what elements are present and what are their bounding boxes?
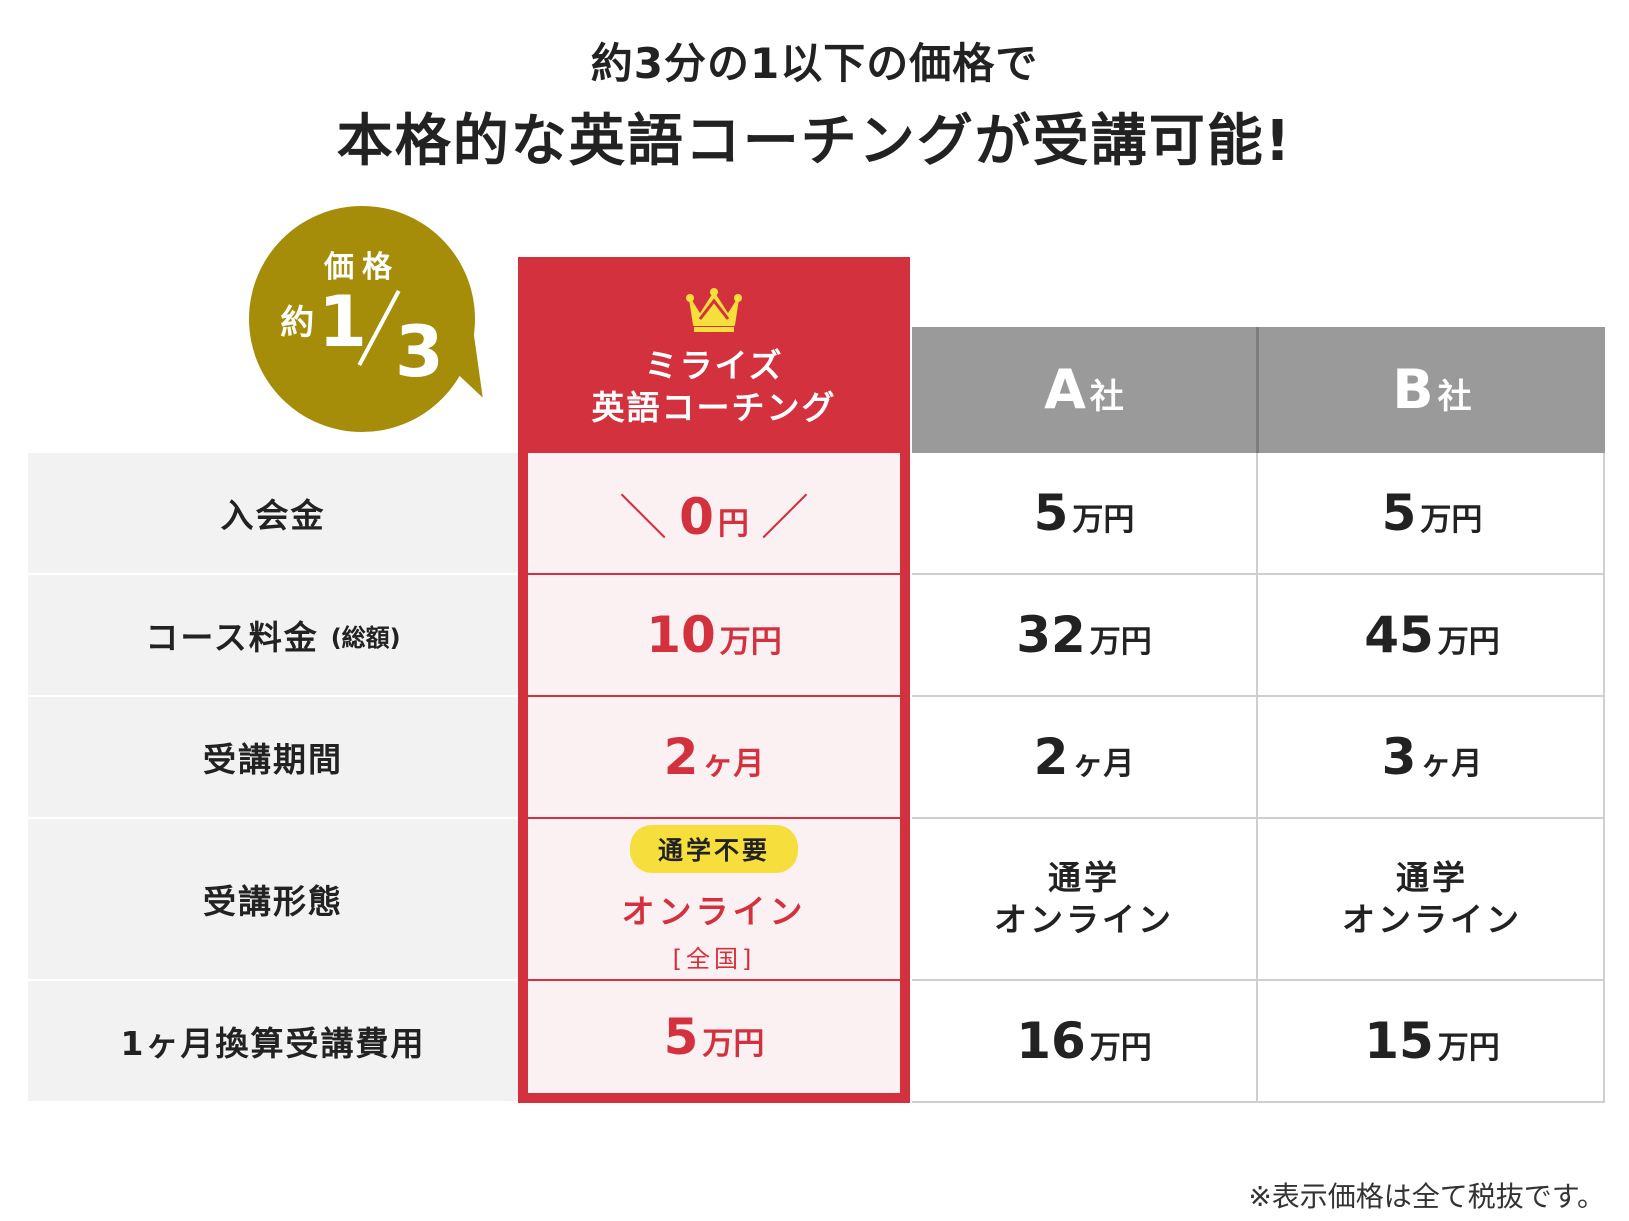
featured-row-divider bbox=[528, 695, 900, 697]
no-commute-pill: 通学不要 bbox=[629, 824, 798, 873]
format-line1: 通学 bbox=[1048, 858, 1120, 897]
row-label-text: コース料金 bbox=[145, 618, 319, 657]
company-a-enrollment-fee: 5 万円 bbox=[912, 453, 1256, 573]
value-unit: ヶ月 bbox=[702, 745, 765, 782]
header-divider bbox=[1256, 327, 1259, 453]
company-a-suffix: 社 bbox=[1089, 377, 1124, 417]
featured-row-divider bbox=[528, 817, 900, 819]
featured-monthly-cost: 5 万円 bbox=[528, 981, 900, 1093]
row-divider bbox=[912, 979, 1605, 981]
format-main: オンライン bbox=[621, 891, 807, 931]
headline-subtitle: 約3分の1以下の価格で bbox=[590, 39, 1039, 88]
row-label-monthly-cost: 1ヶ月換算受講費用 bbox=[28, 981, 518, 1101]
value-number: 5 bbox=[1381, 483, 1417, 542]
badge-ratio: 約1 3 bbox=[249, 286, 475, 393]
value-number: 10 bbox=[646, 605, 716, 664]
row-divider bbox=[912, 695, 1605, 697]
row-label-format: 受講形態 bbox=[28, 819, 518, 979]
featured-title: ミライズ 英語コーチング bbox=[518, 345, 910, 429]
featured-column: ミライズ 英語コーチング bbox=[518, 257, 910, 1103]
featured-row-divider bbox=[528, 979, 900, 981]
value-number: 15 bbox=[1364, 1011, 1434, 1070]
value-number: 16 bbox=[1016, 1011, 1086, 1070]
value-unit: 万円 bbox=[1437, 623, 1500, 660]
value-unit: 万円 bbox=[1089, 623, 1152, 660]
featured-enrollment-fee: ＼ 0 円 ／ bbox=[528, 453, 900, 573]
value-number: 32 bbox=[1016, 605, 1086, 664]
deco-slash-right: ／ bbox=[760, 490, 809, 546]
company-b-suffix: 社 bbox=[1437, 377, 1472, 417]
row-label-enrollment-fee: 入会金 bbox=[28, 453, 518, 573]
row-label-course-fee: コース料金 (総額) bbox=[28, 575, 518, 695]
row-divider bbox=[912, 573, 1605, 575]
company-a-duration: 2 ヶ月 bbox=[912, 697, 1256, 817]
row-divider bbox=[912, 817, 1605, 819]
row-label-duration: 受講期間 bbox=[28, 697, 518, 817]
row-label-text: 受講形態 bbox=[203, 882, 343, 921]
row-label-text: 入会金 bbox=[220, 496, 326, 535]
company-b-monthly-cost: 15 万円 bbox=[1259, 981, 1605, 1101]
format-line2: オンライン bbox=[1342, 900, 1522, 939]
value-unit: 万円 bbox=[1437, 1029, 1500, 1066]
format-line1: 通学 bbox=[1396, 858, 1468, 897]
badge-numerator: 1 bbox=[318, 281, 367, 363]
company-b-duration: 3 ヶ月 bbox=[1259, 697, 1605, 817]
value-number: 3 bbox=[1381, 727, 1417, 786]
company-a-course-fee: 32 万円 bbox=[912, 575, 1256, 695]
value-unit: 万円 bbox=[1089, 1029, 1152, 1066]
badge-denominator: 3 bbox=[395, 311, 444, 393]
format-sub: [全国] bbox=[672, 944, 756, 973]
value-unit: 万円 bbox=[1072, 501, 1135, 538]
column-divider-right bbox=[1603, 453, 1605, 1103]
featured-row-divider bbox=[528, 573, 900, 575]
company-b-format: 通学 オンライン bbox=[1259, 819, 1605, 979]
format-line2: オンライン bbox=[994, 900, 1174, 939]
crown-icon bbox=[686, 288, 742, 332]
value-unit: ヶ月 bbox=[1072, 745, 1135, 782]
value-unit: 万円 bbox=[1420, 501, 1483, 538]
company-a-format: 通学 オンライン bbox=[912, 819, 1256, 979]
column-divider bbox=[1256, 453, 1258, 1103]
tax-footnote: ※表示価格は全て税抜です。 bbox=[1248, 1180, 1605, 1213]
value-unit: 万円 bbox=[719, 623, 782, 660]
badge-label: 価格 bbox=[324, 250, 400, 285]
headline-title: 本格的な英語コーチングが受講可能! bbox=[336, 109, 1293, 174]
price-badge: 価格 約1 3 bbox=[249, 206, 475, 432]
company-b-enrollment-fee: 5 万円 bbox=[1259, 453, 1605, 573]
featured-title-line2: 英語コーチング bbox=[591, 388, 837, 427]
featured-header: ミライズ 英語コーチング bbox=[518, 257, 910, 453]
featured-course-fee: 10 万円 bbox=[528, 575, 900, 695]
featured-title-line1: ミライズ bbox=[644, 346, 784, 385]
value-number: 2 bbox=[663, 727, 699, 786]
deco-slash-left: ＼ bbox=[619, 490, 668, 546]
row-label-text: 1ヶ月換算受講費用 bbox=[120, 1024, 426, 1063]
company-a-monthly-cost: 16 万円 bbox=[912, 981, 1256, 1101]
featured-duration: 2 ヶ月 bbox=[528, 697, 900, 817]
value-number: 5 bbox=[1033, 483, 1069, 542]
value-number: 2 bbox=[1033, 727, 1069, 786]
value-number: 5 bbox=[663, 1007, 699, 1066]
company-b-letter: B bbox=[1392, 358, 1434, 421]
value-unit: 万円 bbox=[702, 1025, 765, 1062]
value-unit: 円 bbox=[717, 506, 749, 542]
company-b-course-fee: 45 万円 bbox=[1259, 575, 1605, 695]
featured-format: 通学不要 オンライン [全国] bbox=[528, 819, 900, 979]
value-unit: ヶ月 bbox=[1420, 745, 1483, 782]
row-label-text: 受講期間 bbox=[203, 740, 343, 779]
value-number: 45 bbox=[1364, 605, 1434, 664]
value-number: 0 bbox=[679, 488, 714, 546]
row-divider bbox=[912, 1101, 1605, 1103]
row-label-note: (総額) bbox=[330, 623, 401, 652]
featured-body bbox=[528, 453, 900, 1093]
company-a-letter: A bbox=[1044, 358, 1086, 421]
badge-prefix: 約 bbox=[280, 303, 315, 343]
